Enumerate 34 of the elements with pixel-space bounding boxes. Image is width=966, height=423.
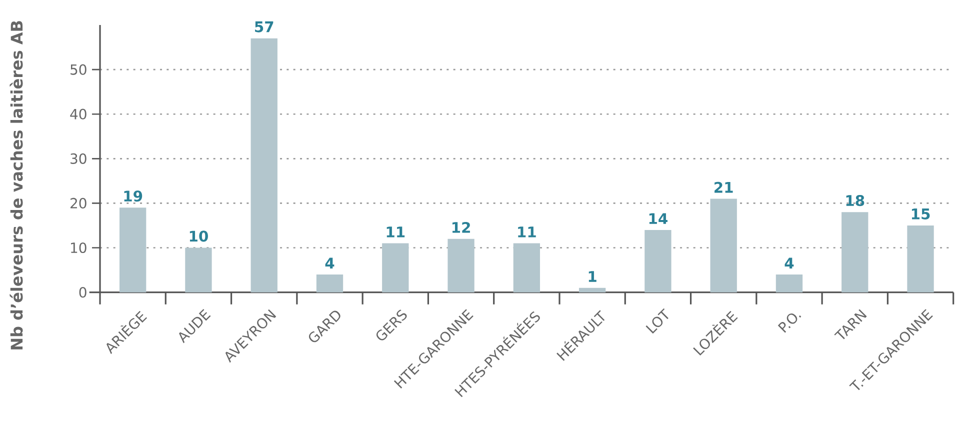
data-label: 19 [124,190,142,202]
y-tick-label: 30 [70,153,86,164]
data-label: 14 [649,213,668,224]
bar [578,288,606,292]
bar [448,238,474,292]
y-tick-label: 10 [71,242,86,254]
bar [513,243,540,292]
data-label: 4 [784,258,794,268]
bar [185,248,212,292]
data-label: 4 [325,258,334,268]
data-label: 21 [714,182,733,193]
y-tick-label: 20 [70,198,86,208]
data-label: 10 [190,230,208,242]
data-label: 12 [452,222,470,233]
bar [842,212,868,292]
bar [250,38,278,292]
data-label: 57 [255,21,274,32]
data-label: 11 [518,226,536,238]
data-label: 15 [912,208,930,220]
bar [776,274,803,292]
bar [710,198,737,292]
x-tick-label: P.O. [778,313,802,333]
data-label: 18 [846,195,864,206]
data-label: 11 [386,226,405,238]
bar [382,243,409,292]
bar [120,208,146,292]
bar [644,230,672,292]
y-tick-label: 0 [79,287,86,298]
y-tick-label: 40 [70,108,86,120]
y-tick-label: 50 [70,64,86,75]
bar [316,274,344,292]
bar [907,225,934,292]
y-axis-title: Nb d’éleveurs de vaches laitières AB [10,21,23,350]
data-label: 1 [588,271,596,282]
